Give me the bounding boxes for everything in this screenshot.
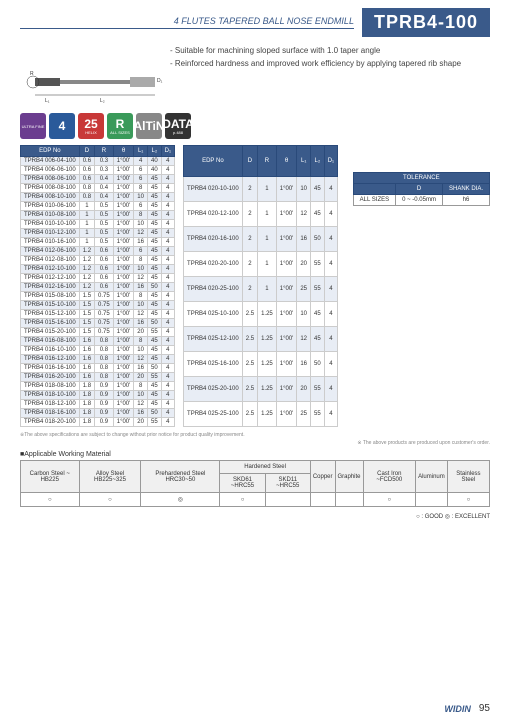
materials-table: Carbon Steel ~ HB225Alloy Steel HB225~32…	[20, 460, 490, 507]
svg-text:D₁: D₁	[157, 78, 163, 84]
product-title: TPRB4-100	[362, 8, 490, 37]
svg-text:L₂: L₂	[100, 98, 105, 104]
footnote-left: ※The above specifications are subject to…	[0, 431, 510, 439]
spec-table-right: EDP NoDRθL₁L₂D₁TPRB4 020-10-100211°00'10…	[183, 145, 338, 427]
page-number: 95	[479, 703, 490, 714]
legend: ○ : GOOD ◎ : EXCELLENT	[0, 511, 510, 522]
footnote-right: ※ The above products are produced upon c…	[0, 439, 510, 447]
technical-diagram: L₁ L₂ R D₁	[25, 60, 165, 115]
materials-label: ■Applicable Working Material	[20, 451, 490, 458]
spec-table-left: EDP NoDRθL₁L₂D₁TPRB4 006-04-1000.60.31°0…	[20, 145, 175, 427]
tolerance-table: TOLERANCE DSHANK DIA. ALL SIZES0 ~ -0.05…	[353, 172, 490, 206]
brand-logo: WIDIN	[444, 704, 471, 714]
svg-text:L₁: L₁	[45, 98, 50, 104]
product-subtitle: 4 FLUTES TAPERED BALL NOSE ENDMILL	[20, 16, 354, 29]
